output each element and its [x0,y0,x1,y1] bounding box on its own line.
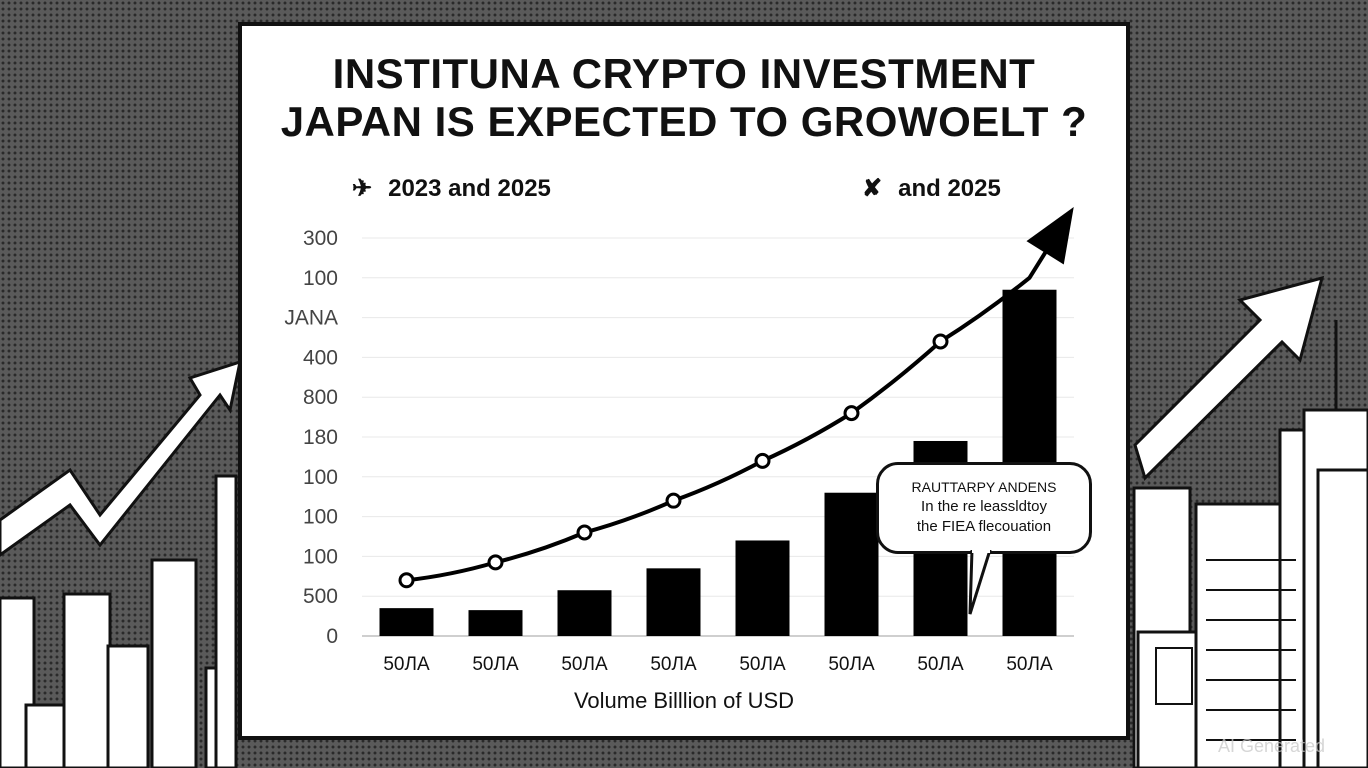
subtitle-left: ✈ 2023 and 2025 [352,174,551,203]
left-growth-arrow [0,359,242,557]
trend-point [398,572,415,589]
y-tick-label: 300 [303,227,338,250]
bar [557,590,612,636]
trend-point [487,554,504,571]
runner-icon: ✈ [352,175,373,202]
callout-tail [968,550,992,615]
right-buildings [1132,320,1368,768]
y-tick-label: 100 [303,506,338,529]
right-growth-arrow [1133,275,1325,481]
x-tick-label: 50ЛА [739,654,786,675]
y-tick-label: 0 [326,625,338,648]
y-axis-ticks: 0 500 100 100 100 180 800 400 JANA 100 300 [284,227,338,648]
ai-generated-watermark: AI Generated [1218,736,1326,756]
x-tick-label: 50ЛА [561,654,608,675]
right-building-windows [1155,559,1296,741]
y-tick-label: 500 [303,585,338,608]
bar [824,492,879,636]
y-tick-label: 100 [303,267,338,290]
subtitle-right-text: and 2025 [898,175,1001,202]
chart-panel: INSTITUNA CRYPTO INVESTMENT JAPAN IS EXP… [238,22,1130,740]
chart-title-line1: INSTITUNA CRYPTO INVESTMENT [332,50,1036,97]
y-tick-label: 100 [303,466,338,489]
bar [468,610,523,636]
cross-icon: ✘ [862,175,883,202]
callout-line2: In the re leassldtoy [921,498,1047,515]
y-tick-label: 100 [303,545,338,568]
chart-title-line2: JAPAN IS EXPECTED TO GROWOELT ? [280,98,1088,145]
trend-point [665,492,682,509]
x-tick-label: 50ЛА [650,654,697,675]
trend-point [932,333,949,350]
callout-line1: RAUTTARPY ANDENS [911,479,1057,495]
trend-arrow-head [1026,207,1074,265]
subtitle-right: ✘ and 2025 [862,174,1001,203]
bar [379,608,434,636]
x-tick-label: 50ЛА [472,654,519,675]
trend-point [754,452,771,469]
callout-line3: the FIEA flecouation [916,518,1052,535]
x-tick-label: 50ЛА [917,654,964,675]
y-tick-label: JANA [284,307,338,330]
y-tick-label: 400 [303,346,338,369]
trend-line-group [398,207,1074,589]
left-buildings [0,474,238,768]
bar [735,540,790,636]
trend-point [576,524,593,541]
y-tick-label: 800 [303,386,338,409]
x-tick-label: 50ЛА [1006,654,1053,675]
bar [646,568,701,636]
subtitle-left-text: 2023 and 2025 [388,175,551,202]
regulation-callout: RAUTTARPY ANDENS In the re leassldtoy th… [876,462,1092,554]
x-tick-label: 50ЛА [383,654,430,675]
x-axis-label: Volume Billlion of USD [573,688,795,713]
y-tick-label: 180 [303,426,338,449]
trend-point [843,405,860,422]
x-axis-ticks: 50ЛА 50ЛА 50ЛА 50ЛА 50ЛА 50ЛА 50ЛА 50ЛА [383,654,1053,675]
x-tick-label: 50ЛА [828,654,875,675]
